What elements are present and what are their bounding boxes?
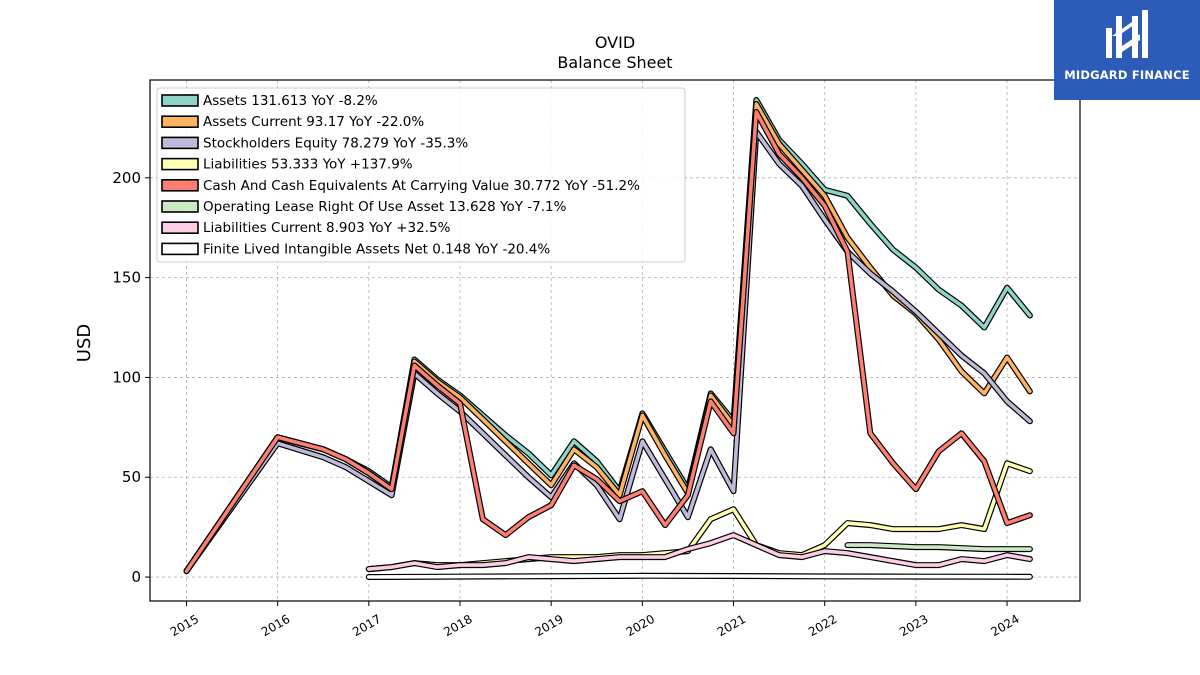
legend-swatch: [161, 157, 199, 171]
y-tick-label: 0: [131, 568, 141, 586]
legend-swatch: [161, 115, 199, 128]
legend-swatch: [161, 179, 199, 192]
chart-subtitle: Balance Sheet: [557, 53, 673, 72]
legend-swatch: [161, 136, 199, 150]
x-tick-label: 2016: [259, 612, 292, 639]
legend-swatch: [161, 94, 199, 107]
x-tick-label: 2023: [897, 612, 930, 639]
series-operating-lease-right-of-use-asset: [844, 542, 1033, 553]
y-tick-label: 50: [122, 468, 141, 486]
legend: Assets 131.613 YoY -8.2% Assets Current 9…: [156, 87, 686, 263]
legend-entry: Stockholders Equity 78.279 YoY -35.3%: [203, 135, 468, 151]
legend-entry: Finite Lived Intangible Assets Net 0.148…: [203, 241, 550, 257]
chart-title: OVID: [594, 33, 636, 52]
series-cash-and-cash-equivalents-at-carrying-value: [183, 108, 1033, 575]
legend-swatch: [161, 221, 199, 234]
legend-swatch: [161, 242, 199, 256]
x-tick-label: 2020: [624, 612, 657, 639]
brand-logo: MIDGARD FINANCE: [1054, 0, 1200, 100]
series-line: [184, 110, 1032, 573]
brand-mark-icon: [1106, 10, 1148, 58]
brand-name: MIDGARD FINANCE: [1064, 68, 1190, 82]
series-finite-lived-intangible-assets-net: [365, 572, 1033, 580]
x-tick-label: 2024: [988, 612, 1021, 639]
legend-entry: Liabilities 53.333 YoY +137.9%: [203, 157, 413, 173]
series-lines: [183, 97, 1033, 580]
legend-swatch: [161, 200, 199, 213]
series-line: [366, 573, 1032, 579]
y-tick-label: 150: [112, 269, 141, 287]
x-tick-label: 2017: [350, 612, 383, 639]
legend-entry: Cash And Cash Equivalents At Carrying Va…: [203, 178, 640, 194]
x-tick-label: 2015: [168, 612, 201, 639]
legend-entry: Liabilities Current 8.903 YoY +32.5%: [203, 220, 451, 236]
series-liabilities-current: [365, 532, 1033, 573]
legend-entry: Assets 131.613 YoY -8.2%: [203, 93, 378, 109]
legend-entry: Assets Current 93.17 YoY -22.0%: [203, 114, 424, 130]
plot-frame: [149, 79, 1081, 602]
x-tick-label: 2022: [806, 612, 839, 639]
series-line: [845, 543, 1032, 551]
x-tick-label: 2021: [715, 612, 748, 639]
legend-frame: [156, 87, 686, 263]
x-tick-label: 2019: [532, 612, 565, 639]
x-tick-label: 2018: [441, 612, 474, 639]
y-tick-label: 100: [112, 368, 141, 386]
series-line: [366, 533, 1032, 571]
y-tick-label: 200: [112, 169, 141, 187]
y-axis-label: USD: [74, 324, 95, 362]
legend-entry: Operating Lease Right Of Use Asset 13.62…: [203, 199, 567, 215]
